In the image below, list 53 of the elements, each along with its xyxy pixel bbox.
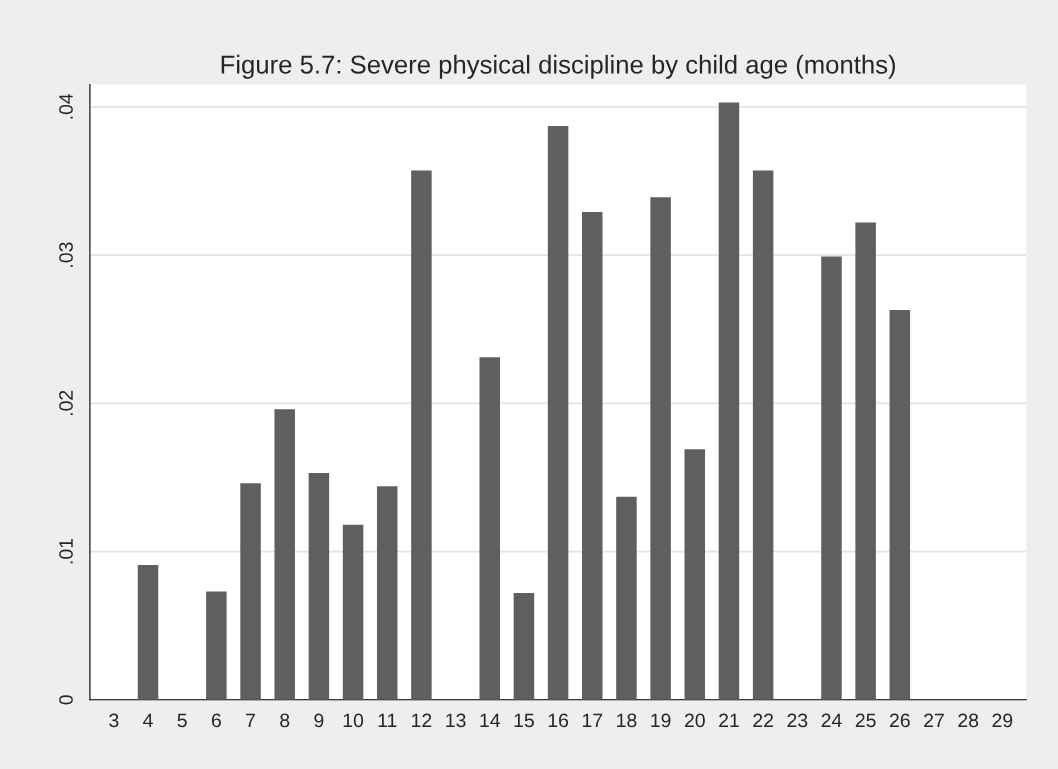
x-tick-label: 21 xyxy=(719,713,739,728)
bar xyxy=(547,126,569,700)
bar xyxy=(342,524,364,700)
x-tick-label: 14 xyxy=(480,713,500,728)
x-tick-label: 16 xyxy=(548,713,569,728)
x-tick-label: 11 xyxy=(378,713,397,728)
bar xyxy=(137,564,159,700)
bar xyxy=(889,309,911,700)
x-tick-label: 27 xyxy=(924,713,944,728)
bar xyxy=(206,591,227,700)
x-tick-label: 19 xyxy=(651,713,671,728)
x-tick-label: 17 xyxy=(582,713,603,728)
x-tick-label: 26 xyxy=(889,713,910,728)
y-tick-label: .02 xyxy=(59,390,73,416)
x-tick-label: 6 xyxy=(211,713,221,728)
x-tick-label: 24 xyxy=(821,713,842,728)
bar xyxy=(240,483,261,700)
x-tick-label: 20 xyxy=(684,713,705,728)
x-tick-label: 28 xyxy=(958,713,979,728)
x-tick-label: 10 xyxy=(343,713,364,728)
x-tick-label: 29 xyxy=(992,713,1013,728)
x-tick-label: 15 xyxy=(514,713,534,728)
x-tick-label: 8 xyxy=(280,713,290,728)
bar xyxy=(855,222,876,700)
y-tick-label: 0 xyxy=(59,695,73,705)
bar xyxy=(718,102,740,700)
x-tick-label: 7 xyxy=(246,713,255,728)
y-tick-label: .01 xyxy=(59,538,73,564)
x-tick-label: 18 xyxy=(617,713,637,728)
bar xyxy=(513,593,535,700)
bar xyxy=(479,357,500,700)
x-tick-label: 5 xyxy=(177,713,187,728)
bar xyxy=(308,472,330,700)
x-tick-label: 4 xyxy=(143,713,153,728)
bar xyxy=(821,256,842,700)
bar xyxy=(650,197,671,700)
x-tick-label: 9 xyxy=(314,713,324,728)
y-tick-label: .04 xyxy=(59,93,73,119)
y-tick-label: .03 xyxy=(59,242,73,267)
x-tick-label: 13 xyxy=(446,713,466,728)
bar xyxy=(411,170,432,700)
bar xyxy=(274,409,295,700)
bar xyxy=(616,496,637,700)
x-tick-label: 23 xyxy=(787,713,808,728)
x-tick-label: 22 xyxy=(753,713,773,728)
bar xyxy=(684,449,706,700)
bar xyxy=(376,486,398,700)
x-tick-label: 3 xyxy=(109,713,119,728)
bar xyxy=(582,212,603,700)
chart-title: Figure 5.7: Severe physical discipline by child age (months) xyxy=(221,54,895,79)
bar xyxy=(752,170,774,700)
x-tick-label: 25 xyxy=(855,713,876,728)
x-tick-label: 12 xyxy=(412,713,432,728)
